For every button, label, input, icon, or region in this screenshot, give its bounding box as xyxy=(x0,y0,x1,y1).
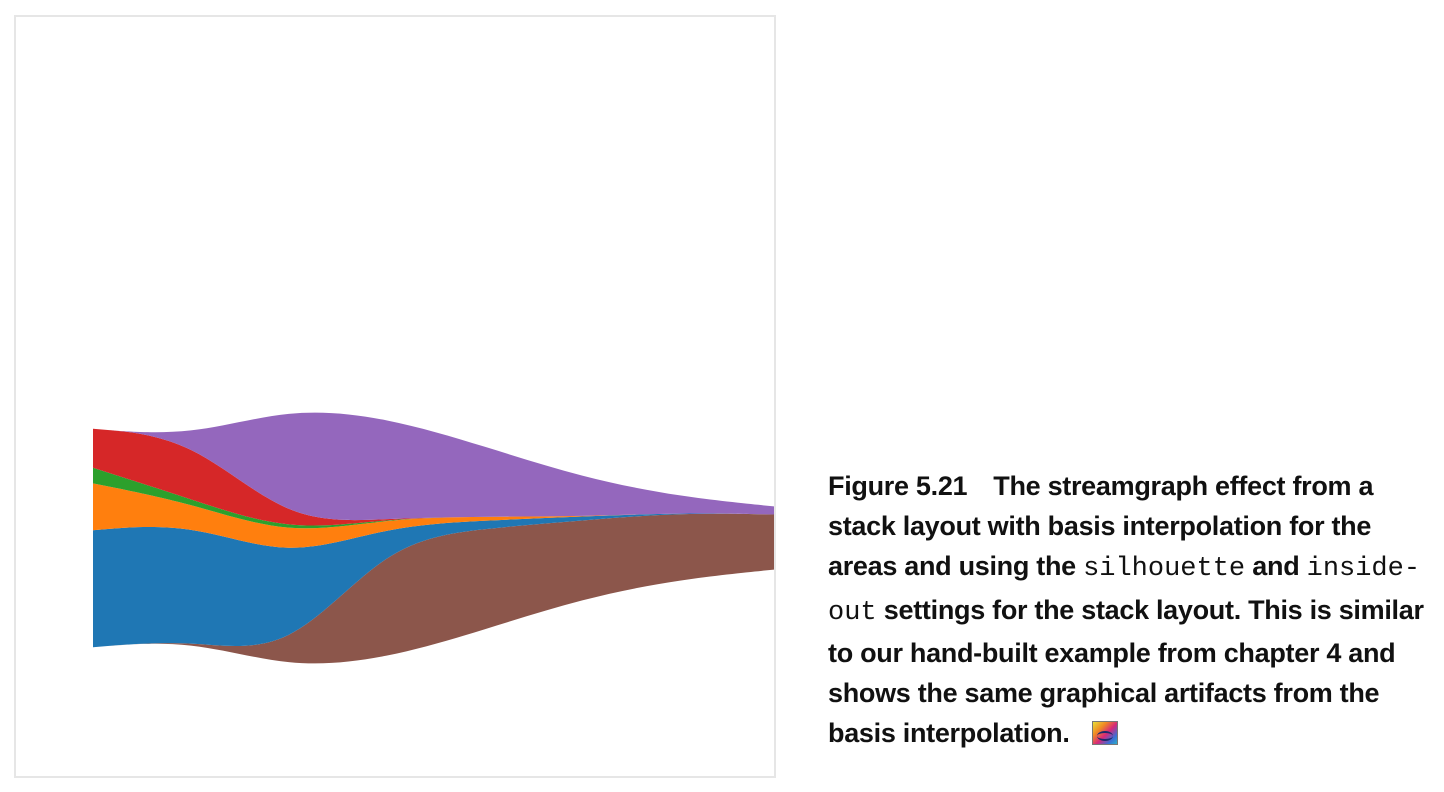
stream-layer-2 xyxy=(93,513,774,648)
caption-text-1: The streamgraph effect from a stack layo… xyxy=(828,471,1374,582)
caption-text-2: and xyxy=(1245,551,1307,582)
liveview-icon[interactable] xyxy=(1091,721,1118,746)
stream-layer-3 xyxy=(93,483,774,548)
figure-label: Figure 5.21 xyxy=(828,471,968,501)
caption-text-3: settings for the stack layout. This is s… xyxy=(828,594,1424,749)
stream-layer-1 xyxy=(93,513,774,664)
streamgraph-chart xyxy=(93,412,774,664)
caption-code-silhouette: silhouette xyxy=(1083,554,1246,585)
figure-caption: Figure 5.21 The streamgraph effect from a… xyxy=(828,466,1440,753)
stream-layer-5 xyxy=(93,428,774,526)
stream-layer-6 xyxy=(93,412,774,521)
caption-code-inside-out: inside-out xyxy=(828,554,1421,628)
chart-frame xyxy=(14,15,776,778)
